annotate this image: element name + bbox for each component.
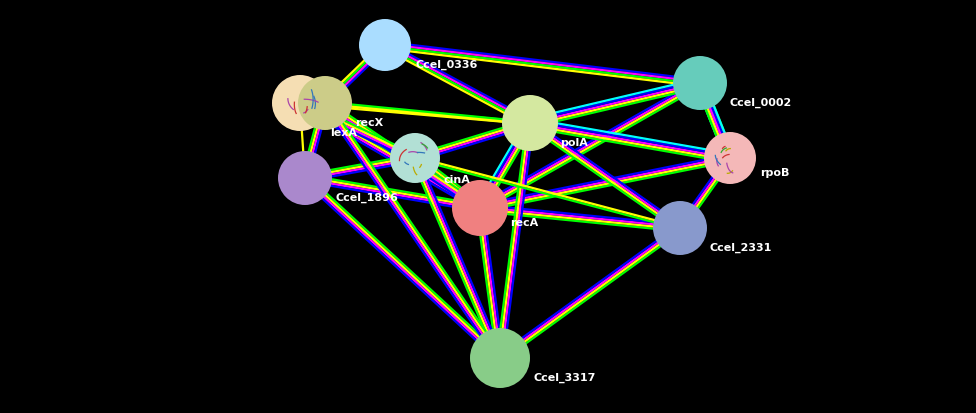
Text: recX: recX: [355, 118, 384, 128]
Circle shape: [278, 151, 332, 205]
Text: lexA: lexA: [330, 128, 357, 138]
Text: Ccel_0002: Ccel_0002: [730, 98, 793, 108]
Circle shape: [502, 95, 558, 151]
Circle shape: [272, 75, 328, 131]
Text: Ccel_2331: Ccel_2331: [710, 243, 772, 253]
Text: rpoB: rpoB: [760, 168, 790, 178]
Circle shape: [673, 56, 727, 110]
Circle shape: [704, 132, 756, 184]
Text: Ccel_0336: Ccel_0336: [415, 60, 477, 70]
Circle shape: [359, 19, 411, 71]
Circle shape: [653, 201, 707, 255]
Circle shape: [470, 328, 530, 388]
Circle shape: [390, 133, 440, 183]
Text: Ccel_3317: Ccel_3317: [533, 373, 595, 383]
Text: polA: polA: [560, 138, 588, 148]
Text: Ccel_1896: Ccel_1896: [335, 193, 398, 203]
Circle shape: [298, 76, 352, 130]
Circle shape: [452, 180, 508, 236]
Text: recA: recA: [510, 218, 538, 228]
Text: cinA: cinA: [443, 175, 469, 185]
